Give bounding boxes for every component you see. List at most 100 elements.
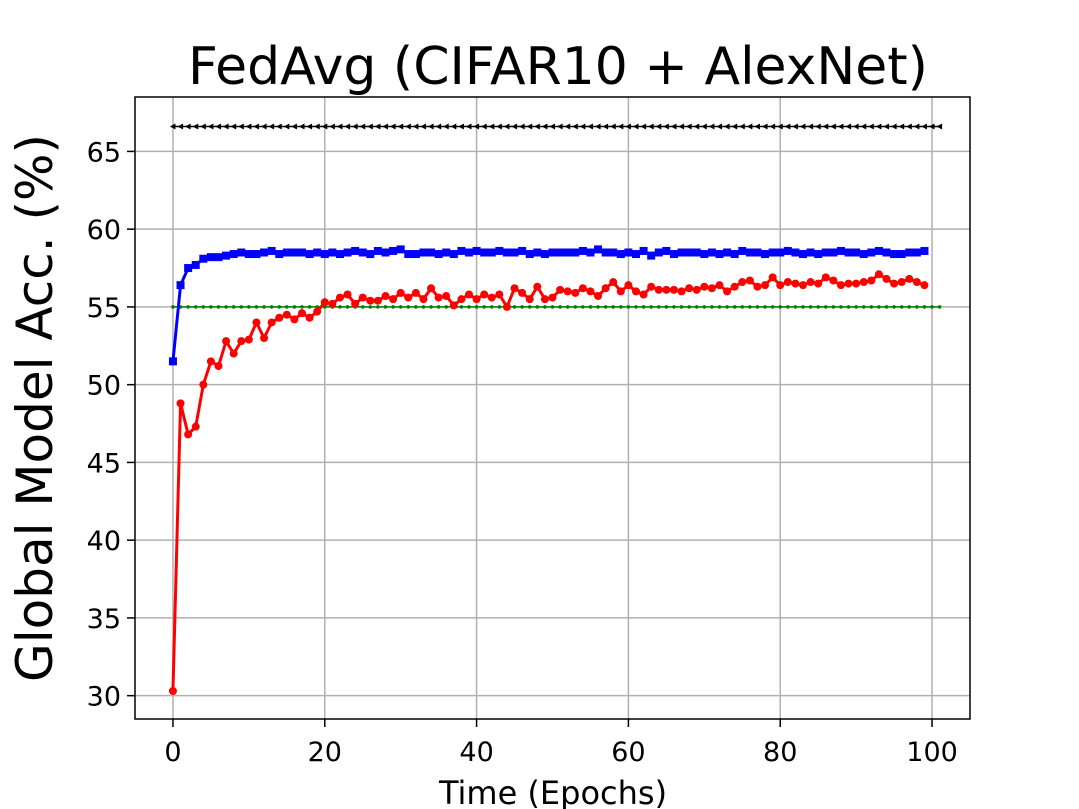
data-point (169, 123, 176, 130)
data-point (328, 299, 337, 308)
data-point (420, 123, 426, 130)
data-point (467, 305, 471, 309)
data-point (596, 305, 600, 309)
data-point (541, 123, 548, 130)
data-point (335, 293, 344, 302)
data-point (664, 305, 669, 309)
data-point (572, 123, 578, 130)
data-point (292, 305, 297, 309)
data-point (899, 305, 904, 309)
data-point (921, 123, 927, 130)
data-point (404, 250, 413, 259)
data-point (267, 246, 276, 255)
data-point (398, 305, 403, 309)
data-point (519, 123, 525, 130)
data-point (223, 123, 229, 130)
data-point (503, 123, 510, 130)
data-point (269, 305, 274, 309)
plot-area-frame (134, 96, 971, 720)
data-point (791, 279, 800, 288)
data-point (290, 315, 299, 324)
data-point (177, 123, 184, 130)
data-point (396, 288, 405, 297)
data-point (654, 248, 663, 257)
data-point (261, 123, 267, 130)
data-point (366, 296, 375, 305)
data-point (814, 279, 823, 288)
data-point (427, 284, 436, 293)
data-point (184, 264, 193, 273)
data-point (457, 295, 466, 304)
data-point (763, 305, 767, 309)
data-point (662, 246, 671, 255)
data-point (821, 273, 830, 282)
series-group (168, 123, 943, 696)
data-point (641, 305, 646, 309)
data-point (846, 305, 851, 309)
data-point (557, 123, 563, 130)
data-point (922, 305, 927, 309)
data-point (374, 123, 381, 130)
data-point (207, 123, 214, 130)
data-point (209, 305, 213, 309)
data-point (670, 123, 677, 130)
data-point (686, 123, 692, 130)
data-point (305, 250, 314, 259)
data-point (549, 123, 555, 130)
data-point (609, 278, 618, 287)
data-point (595, 123, 601, 130)
data-point (276, 123, 282, 130)
data-point (540, 295, 549, 304)
data-point (808, 305, 813, 309)
data-point (662, 285, 671, 294)
data-point (525, 295, 534, 304)
data-point (244, 250, 253, 259)
data-point (443, 123, 449, 130)
data-point (487, 248, 496, 257)
data-point (373, 246, 382, 255)
data-point (778, 305, 783, 309)
data-point (616, 287, 625, 296)
data-point (282, 248, 291, 257)
data-point (786, 305, 790, 309)
data-point (176, 281, 185, 290)
data-point (717, 305, 722, 309)
data-point (634, 305, 638, 309)
data-point (701, 123, 707, 130)
data-point (860, 123, 867, 130)
data-point (829, 276, 838, 285)
chart-title: FedAvg (CIFAR10 + AlexNet) (188, 37, 928, 97)
data-point (844, 279, 853, 288)
y-tick-label: 55 (87, 293, 121, 324)
data-point (313, 307, 322, 316)
data-point (411, 288, 420, 297)
data-point (776, 248, 785, 257)
data-point (930, 305, 934, 309)
data-point (601, 284, 610, 293)
data-point (231, 305, 236, 309)
data-point (937, 305, 942, 309)
data-point (854, 305, 858, 309)
data-point (495, 290, 504, 299)
data-point (482, 305, 486, 309)
data-point (588, 305, 593, 309)
data-point (571, 288, 580, 297)
data-point (936, 123, 943, 130)
data-point (307, 305, 312, 309)
data-point (474, 305, 479, 309)
x-tick-label: 60 (611, 737, 645, 768)
data-point (874, 246, 883, 255)
data-point (435, 123, 442, 130)
data-point (692, 248, 701, 257)
data-point (320, 250, 329, 259)
data-point (510, 248, 519, 257)
data-point (912, 278, 921, 287)
data-point (839, 305, 843, 309)
data-point (715, 250, 724, 259)
data-point (648, 123, 654, 130)
data-point (535, 305, 540, 309)
data-point (230, 123, 237, 130)
data-point (458, 123, 464, 130)
data-point (601, 248, 610, 257)
data-point (700, 282, 709, 291)
